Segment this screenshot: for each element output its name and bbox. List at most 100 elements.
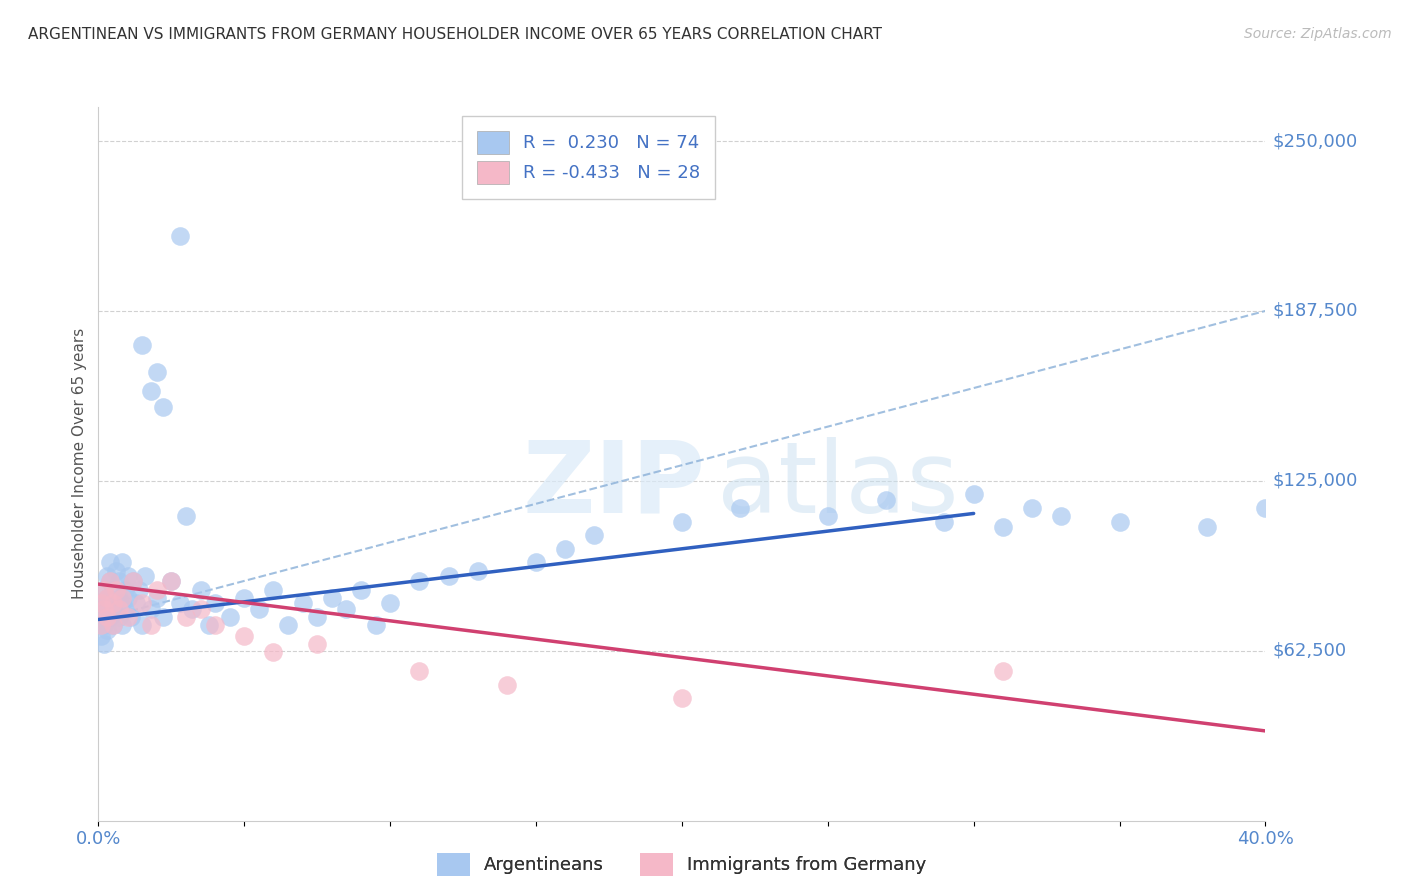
Point xyxy=(467,564,489,578)
Point xyxy=(233,591,256,605)
Point xyxy=(114,601,136,615)
Point xyxy=(190,601,212,615)
Point xyxy=(204,618,226,632)
Point xyxy=(98,609,121,624)
Point xyxy=(90,609,112,624)
Point xyxy=(247,601,270,615)
Point xyxy=(1254,501,1277,516)
Point xyxy=(117,591,139,605)
Point xyxy=(104,601,127,615)
Point xyxy=(495,678,517,692)
Point xyxy=(139,618,162,632)
Point xyxy=(93,582,115,597)
Point xyxy=(378,596,402,610)
Point xyxy=(152,609,174,624)
Point xyxy=(524,555,547,569)
Point xyxy=(1050,509,1073,524)
Point xyxy=(934,515,956,529)
Point xyxy=(131,338,153,352)
Legend: Argentineans, Immigrants from Germany: Argentineans, Immigrants from Germany xyxy=(430,846,934,883)
Point xyxy=(96,609,118,624)
Point xyxy=(122,574,145,589)
Point xyxy=(96,591,118,605)
Point xyxy=(190,582,212,597)
Point xyxy=(180,601,202,615)
Point xyxy=(198,618,221,632)
Point xyxy=(262,582,284,597)
Point xyxy=(169,596,191,610)
Point xyxy=(96,601,118,615)
Point xyxy=(875,492,897,507)
Point xyxy=(671,515,693,529)
Point xyxy=(117,569,139,583)
Point xyxy=(101,596,124,610)
Point xyxy=(131,596,153,610)
Point xyxy=(408,574,430,589)
Point xyxy=(93,618,115,632)
Point xyxy=(1021,501,1043,516)
Text: $250,000: $250,000 xyxy=(1272,132,1358,150)
Point xyxy=(962,487,984,501)
Point xyxy=(174,609,197,624)
Text: $187,500: $187,500 xyxy=(1272,301,1358,320)
Point xyxy=(554,541,576,556)
Point xyxy=(233,629,256,643)
Point xyxy=(160,574,183,589)
Point xyxy=(131,618,153,632)
Point xyxy=(307,637,329,651)
Point xyxy=(204,596,226,610)
Point xyxy=(1195,520,1218,534)
Point xyxy=(160,574,183,589)
Point xyxy=(174,509,197,524)
Point xyxy=(98,555,121,569)
Point xyxy=(98,574,121,589)
Point xyxy=(101,618,124,632)
Point xyxy=(108,601,131,615)
Point xyxy=(218,609,240,624)
Point xyxy=(146,591,169,605)
Point xyxy=(96,624,118,638)
Point xyxy=(991,520,1014,534)
Point xyxy=(152,401,174,415)
Point xyxy=(277,618,299,632)
Point xyxy=(671,691,693,706)
Point xyxy=(364,618,387,632)
Point xyxy=(93,637,115,651)
Point xyxy=(128,582,150,597)
Point xyxy=(111,555,134,569)
Point xyxy=(114,582,136,597)
Point xyxy=(101,596,124,610)
Point xyxy=(321,591,343,605)
Text: Source: ZipAtlas.com: Source: ZipAtlas.com xyxy=(1244,27,1392,41)
Point xyxy=(122,574,145,589)
Point xyxy=(728,501,751,516)
Point xyxy=(93,601,115,615)
Point xyxy=(104,564,127,578)
Point xyxy=(98,574,121,589)
Point xyxy=(90,596,112,610)
Point xyxy=(108,591,131,605)
Point xyxy=(139,601,162,615)
Point xyxy=(90,618,112,632)
Point xyxy=(111,618,134,632)
Point xyxy=(96,569,118,583)
Point xyxy=(108,609,131,624)
Text: $62,500: $62,500 xyxy=(1272,641,1347,660)
Point xyxy=(437,569,460,583)
Point xyxy=(291,596,314,610)
Point xyxy=(335,601,357,615)
Point xyxy=(104,582,127,597)
Text: atlas: atlas xyxy=(717,437,959,533)
Point xyxy=(139,384,162,398)
Point xyxy=(117,609,139,624)
Point xyxy=(134,569,156,583)
Point xyxy=(111,596,134,610)
Point xyxy=(307,609,329,624)
Point xyxy=(408,664,430,678)
Point xyxy=(90,596,112,610)
Text: $125,000: $125,000 xyxy=(1272,472,1358,490)
Point xyxy=(108,574,131,589)
Point xyxy=(583,528,606,542)
Point xyxy=(90,629,112,643)
Point xyxy=(125,596,148,610)
